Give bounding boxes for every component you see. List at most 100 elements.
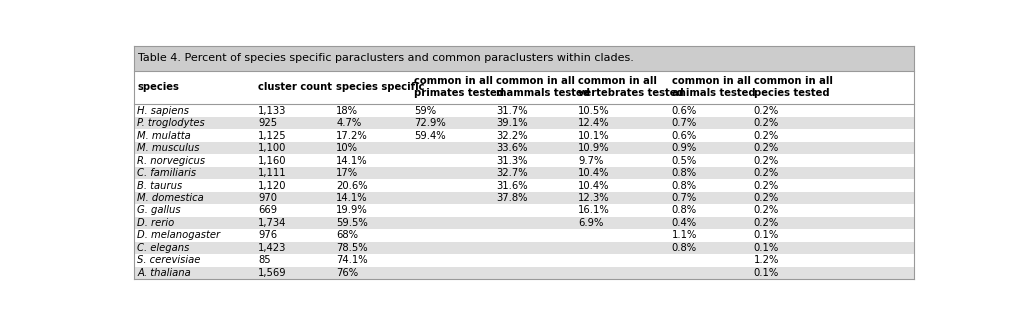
- Text: 0.2%: 0.2%: [754, 130, 779, 141]
- Text: common in all
vertebrates tested: common in all vertebrates tested: [578, 76, 684, 98]
- Text: 76%: 76%: [337, 268, 358, 278]
- Text: species specific: species specific: [337, 82, 425, 92]
- Text: 59%: 59%: [414, 106, 437, 116]
- Bar: [134, 167, 915, 179]
- Bar: [134, 242, 915, 254]
- Text: 14.1%: 14.1%: [337, 156, 368, 166]
- Text: 0.2%: 0.2%: [754, 181, 779, 191]
- Text: 0.7%: 0.7%: [672, 193, 697, 203]
- Text: 9.7%: 9.7%: [578, 156, 604, 166]
- Text: species: species: [137, 82, 179, 92]
- Text: 1,569: 1,569: [259, 268, 286, 278]
- Text: 10.4%: 10.4%: [578, 181, 610, 191]
- Text: 0.8%: 0.8%: [672, 168, 697, 178]
- Text: 0.2%: 0.2%: [754, 205, 779, 215]
- Text: 0.1%: 0.1%: [754, 231, 779, 241]
- Text: P. troglodytes: P. troglodytes: [137, 118, 206, 128]
- Bar: [134, 192, 915, 204]
- Text: M. domestica: M. domestica: [137, 193, 205, 203]
- Text: 1,423: 1,423: [259, 243, 286, 253]
- Text: 0.2%: 0.2%: [754, 193, 779, 203]
- Text: 1,111: 1,111: [259, 168, 286, 178]
- Bar: [134, 179, 915, 192]
- Text: 1,100: 1,100: [259, 143, 286, 153]
- Text: 1,120: 1,120: [259, 181, 286, 191]
- Text: 925: 925: [259, 118, 277, 128]
- Text: 59.5%: 59.5%: [337, 218, 368, 228]
- Text: 976: 976: [259, 231, 277, 241]
- Bar: [134, 229, 915, 242]
- Text: 12.3%: 12.3%: [578, 193, 610, 203]
- Text: G. gallus: G. gallus: [137, 205, 181, 215]
- Text: 19.9%: 19.9%: [337, 205, 368, 215]
- Text: 17.2%: 17.2%: [337, 130, 368, 141]
- Text: C. familiaris: C. familiaris: [137, 168, 196, 178]
- Text: 0.8%: 0.8%: [672, 205, 697, 215]
- Text: M. musculus: M. musculus: [137, 143, 199, 153]
- Text: 0.2%: 0.2%: [754, 106, 779, 116]
- Text: 0.6%: 0.6%: [672, 106, 697, 116]
- Text: A. thaliana: A. thaliana: [137, 268, 191, 278]
- Text: 0.1%: 0.1%: [754, 268, 779, 278]
- Bar: [134, 254, 915, 267]
- Text: D. rerio: D. rerio: [137, 218, 175, 228]
- Text: 18%: 18%: [337, 106, 358, 116]
- Bar: [134, 204, 915, 217]
- Text: 669: 669: [259, 205, 277, 215]
- Text: 72.9%: 72.9%: [414, 118, 446, 128]
- Bar: [134, 217, 915, 229]
- Text: common in all
animals tested: common in all animals tested: [672, 76, 755, 98]
- Text: 1,160: 1,160: [259, 156, 286, 166]
- Text: cluster count: cluster count: [259, 82, 332, 92]
- Text: 10.5%: 10.5%: [578, 106, 610, 116]
- Text: 0.6%: 0.6%: [672, 130, 697, 141]
- Text: 1.1%: 1.1%: [672, 231, 697, 241]
- Text: 0.1%: 0.1%: [754, 243, 779, 253]
- Bar: [134, 104, 915, 117]
- Text: 1,734: 1,734: [259, 218, 286, 228]
- Text: 37.8%: 37.8%: [496, 193, 528, 203]
- Text: 31.3%: 31.3%: [496, 156, 528, 166]
- Text: 78.5%: 78.5%: [337, 243, 368, 253]
- Text: 0.8%: 0.8%: [672, 181, 697, 191]
- Text: Table 4. Percent of species specific paraclusters and common paraclusters within: Table 4. Percent of species specific par…: [138, 53, 634, 63]
- Text: S. cerevisiae: S. cerevisiae: [137, 255, 201, 265]
- Text: 32.7%: 32.7%: [496, 168, 528, 178]
- Text: 10%: 10%: [337, 143, 358, 153]
- Text: M. mulatta: M. mulatta: [137, 130, 191, 141]
- Text: 74.1%: 74.1%: [337, 255, 368, 265]
- Text: 0.2%: 0.2%: [754, 156, 779, 166]
- Text: 4.7%: 4.7%: [337, 118, 361, 128]
- Bar: [134, 267, 915, 279]
- Text: 31.7%: 31.7%: [496, 106, 528, 116]
- Text: 0.4%: 0.4%: [672, 218, 697, 228]
- Text: 0.7%: 0.7%: [672, 118, 697, 128]
- Text: 0.9%: 0.9%: [672, 143, 697, 153]
- Text: 0.2%: 0.2%: [754, 168, 779, 178]
- Text: 10.1%: 10.1%: [578, 130, 610, 141]
- Bar: [134, 154, 915, 167]
- Text: R. norvegicus: R. norvegicus: [137, 156, 206, 166]
- Text: 39.1%: 39.1%: [496, 118, 528, 128]
- Text: 0.2%: 0.2%: [754, 218, 779, 228]
- Text: common in all
primates tested: common in all primates tested: [414, 76, 504, 98]
- Text: 1,125: 1,125: [259, 130, 286, 141]
- Text: 10.4%: 10.4%: [578, 168, 610, 178]
- Text: 68%: 68%: [337, 231, 358, 241]
- Text: 12.4%: 12.4%: [578, 118, 610, 128]
- Text: 10.9%: 10.9%: [578, 143, 610, 153]
- Text: B. taurus: B. taurus: [137, 181, 183, 191]
- Bar: [134, 142, 915, 154]
- Text: 1.2%: 1.2%: [754, 255, 780, 265]
- Text: 1,133: 1,133: [259, 106, 286, 116]
- Bar: [134, 117, 915, 129]
- Text: 14.1%: 14.1%: [337, 193, 368, 203]
- Text: 970: 970: [259, 193, 277, 203]
- Text: D. melanogaster: D. melanogaster: [137, 231, 221, 241]
- Text: 0.8%: 0.8%: [672, 243, 697, 253]
- Text: 33.6%: 33.6%: [496, 143, 528, 153]
- Text: 0.5%: 0.5%: [672, 156, 697, 166]
- Text: 0.2%: 0.2%: [754, 143, 779, 153]
- Text: H. sapiens: H. sapiens: [137, 106, 189, 116]
- Bar: [134, 129, 915, 142]
